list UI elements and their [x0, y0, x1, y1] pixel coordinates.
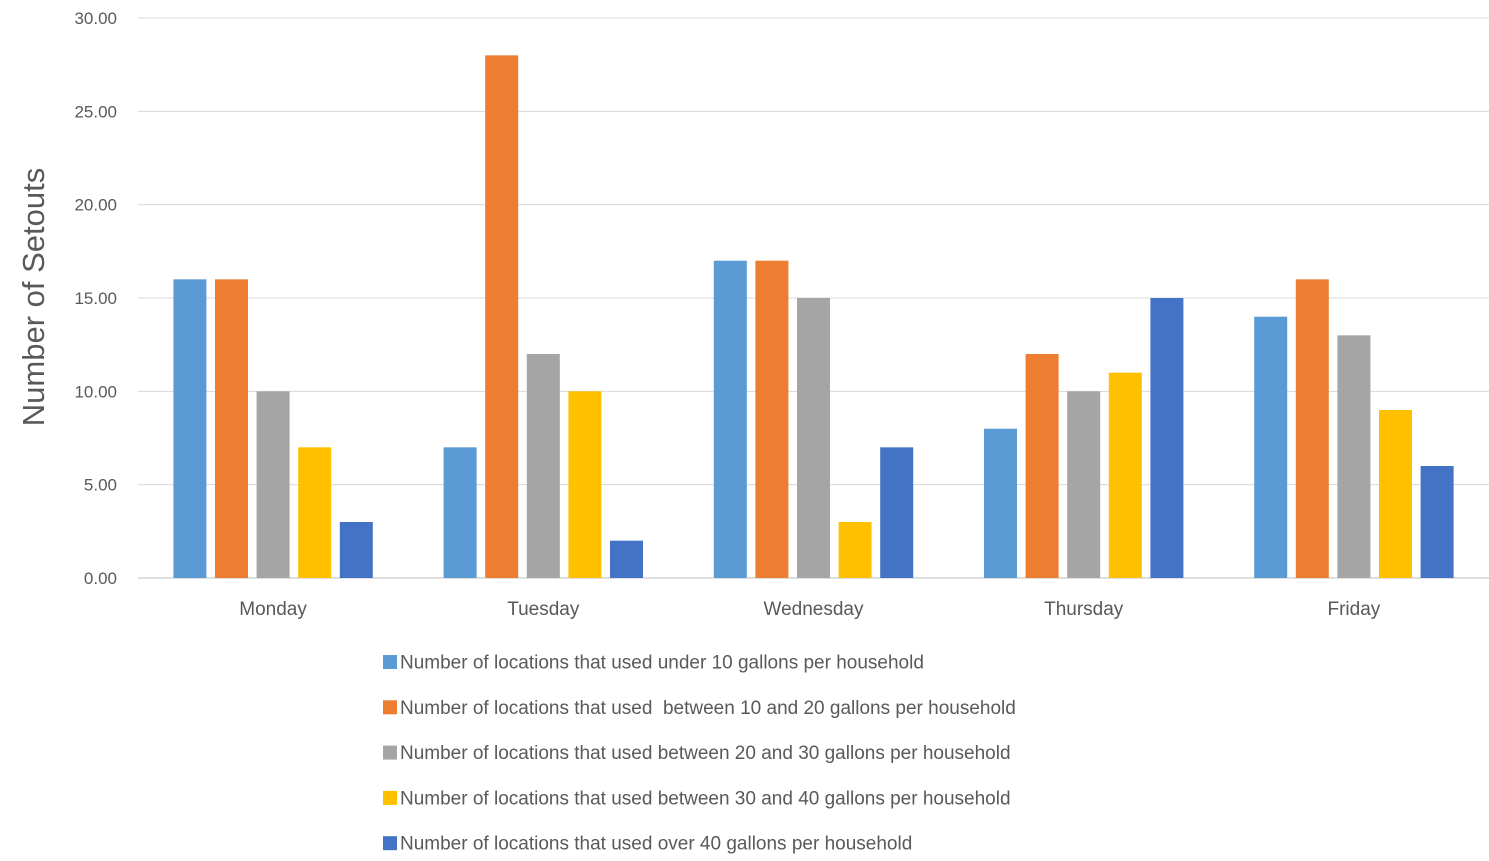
y-tick-label: 15.00 [74, 289, 117, 308]
y-tick-label: 0.00 [84, 569, 117, 588]
legend-item: Number of locations that used between 30… [383, 788, 1011, 809]
legend-label: Number of locations that used between 20… [400, 743, 1011, 764]
bar [713, 260, 747, 578]
y-tick-label: 20.00 [74, 196, 117, 215]
legend-swatch [383, 836, 397, 851]
bar [1420, 466, 1454, 578]
x-tick-label: Monday [239, 599, 307, 620]
bar [1025, 354, 1059, 578]
x-tick-label: Thursday [1044, 599, 1124, 620]
bar [173, 279, 207, 578]
x-tick-label: Tuesday [507, 599, 580, 620]
y-tick-label: 25.00 [74, 102, 117, 121]
bar [1108, 372, 1142, 578]
bar [443, 447, 477, 578]
bar [1150, 298, 1184, 578]
bar [568, 391, 602, 578]
x-tick-label: Friday [1328, 599, 1381, 620]
legend-label: Number of locations that used under 10 g… [400, 653, 924, 674]
bar [485, 55, 519, 579]
bar [610, 540, 643, 578]
legend-label: Number of locations that used between 30… [400, 788, 1011, 809]
bar [755, 260, 789, 578]
y-tick-labels: 0.00 5.00 10.00 15.00 20.00 25.00 30.00 [74, 9, 117, 588]
legend-swatch [383, 655, 397, 669]
legend-label: Number of locations that used between 10… [400, 698, 1016, 719]
legend-swatch [383, 700, 397, 715]
y-tick-label: 10.00 [74, 382, 117, 401]
legend-label: Number of locations that used over 40 ga… [400, 834, 912, 855]
x-tick-label: Wednesday [764, 599, 864, 620]
bar [339, 522, 373, 578]
bar [1254, 316, 1288, 578]
bar [215, 279, 248, 578]
y-tick-label: 5.00 [84, 476, 117, 495]
legend-item: Number of locations that used over 40 ga… [383, 834, 912, 855]
bar [880, 447, 914, 578]
bars [173, 55, 1454, 579]
bar [1067, 391, 1101, 578]
y-tick-label: 30.00 [74, 9, 117, 28]
bar [1337, 335, 1371, 578]
legend-swatch [383, 745, 397, 760]
bar [298, 447, 332, 578]
bar [838, 522, 872, 578]
bar [1379, 410, 1412, 578]
legend-item: Number of locations that used under 10 g… [383, 653, 924, 674]
x-tick-labels: Monday Tuesday Wednesday Thursday Friday [239, 599, 1380, 620]
legend-item: Number of locations that used between 10… [383, 698, 1016, 719]
legend: Number of locations that used under 10 g… [383, 653, 1016, 855]
y-axis-label: Number of Setouts [16, 168, 51, 426]
bar [984, 428, 1017, 578]
bar [526, 354, 560, 578]
bar [256, 391, 290, 578]
bar [1295, 279, 1329, 578]
legend-item: Number of locations that used between 20… [383, 743, 1011, 764]
bar [797, 298, 830, 578]
legend-swatch [383, 790, 397, 805]
